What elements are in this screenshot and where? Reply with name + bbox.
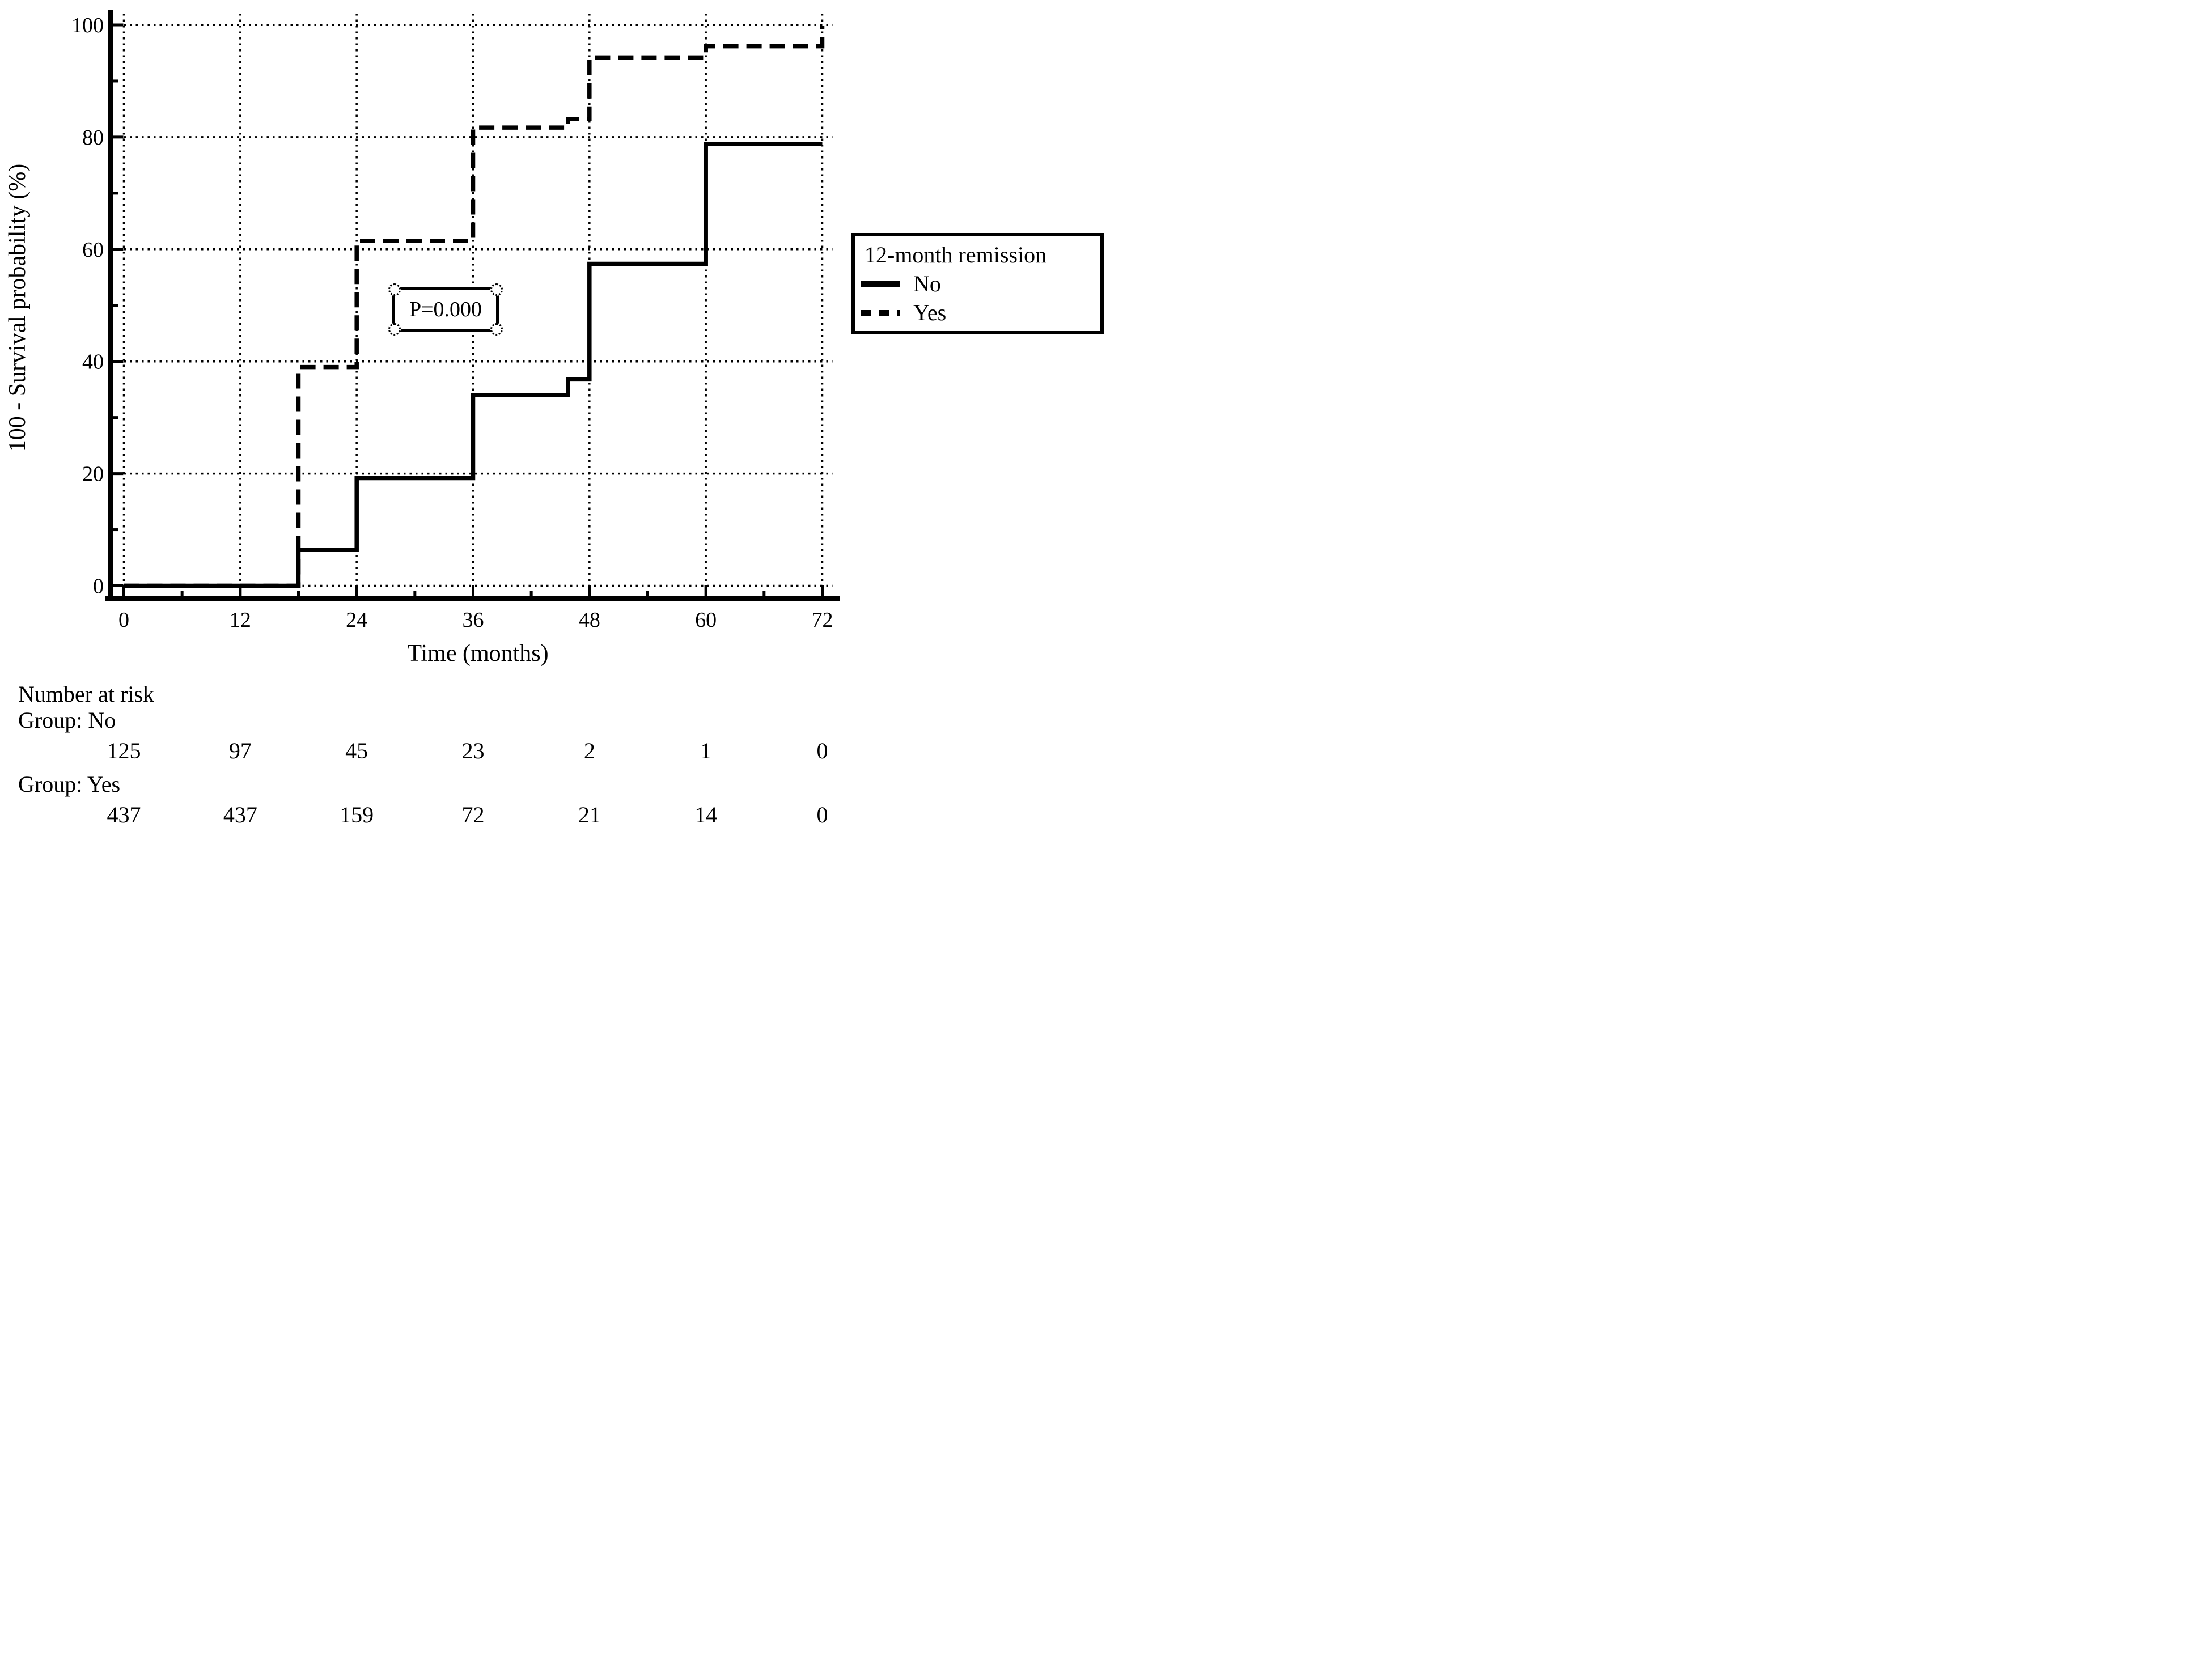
- risk-group-label-yes: Group: Yes: [18, 771, 121, 797]
- p-value-text: P=0.000: [409, 298, 482, 321]
- legend-label-no: No: [913, 271, 941, 296]
- x-tick-label: 0: [118, 608, 129, 632]
- risk-count: 97: [228, 738, 252, 763]
- risk-count: 23: [461, 738, 485, 763]
- risk-count: 21: [578, 802, 601, 828]
- series-yes-curve: [124, 26, 825, 588]
- risk-count: 159: [340, 802, 374, 828]
- risk-count: 0: [816, 802, 828, 828]
- survival-chart-figure: 0 20 40 60 80 100 0 12 24 36 48 60 72 Time (months) 10…: [0, 0, 1106, 828]
- risk-count: 0: [816, 738, 828, 763]
- legend-solid-line-sample: [861, 281, 900, 287]
- selection-handle[interactable]: [490, 283, 503, 296]
- legend-dashed-line-sample: [861, 310, 900, 316]
- x-tick-label: 12: [230, 608, 251, 632]
- y-tick-label: 60: [82, 238, 104, 262]
- selection-handle[interactable]: [388, 323, 401, 336]
- legend-entry-no: No: [861, 271, 941, 296]
- risk-count: 14: [694, 802, 718, 828]
- risk-table-heading: Number at risk: [18, 681, 154, 707]
- legend-entry-yes: Yes: [861, 300, 946, 325]
- y-tick-label: 40: [82, 350, 104, 374]
- risk-count: 437: [107, 802, 141, 828]
- p-value-annotation[interactable]: P=0.000: [388, 283, 503, 336]
- y-tick-label: 0: [93, 575, 104, 599]
- risk-group-label-no: Group: No: [18, 707, 116, 733]
- series-no-curve: [124, 142, 823, 588]
- risk-count: 72: [461, 802, 485, 828]
- y-tick-label: 80: [82, 126, 104, 150]
- risk-count: 45: [345, 738, 368, 763]
- x-tick-label: 36: [462, 608, 484, 632]
- survival-plot: 0 20 40 60 80 100 0 12 24 36 48 60 72 Time (months) 10…: [5, 10, 840, 667]
- legend: 12-month remission No Yes: [851, 233, 1104, 334]
- y-tick-label: 20: [82, 462, 104, 486]
- x-tick-label: 24: [346, 608, 367, 632]
- x-tick-label: 60: [695, 608, 717, 632]
- risk-count: 437: [223, 802, 257, 828]
- x-tick-label: 48: [579, 608, 600, 632]
- x-tick-label: 72: [811, 608, 833, 632]
- y-axis-title: 100 - Survival probability (%): [5, 164, 31, 452]
- legend-title: 12-month remission: [865, 242, 1047, 268]
- axis-ticks: [113, 23, 824, 596]
- axes: [105, 10, 840, 601]
- risk-count: 125: [107, 738, 141, 763]
- selection-handle[interactable]: [490, 323, 503, 336]
- risk-count: 2: [583, 738, 595, 763]
- selection-handle[interactable]: [388, 283, 401, 296]
- risk-count: 1: [700, 738, 712, 763]
- legend-label-yes: Yes: [913, 300, 947, 325]
- x-axis-title: Time (months): [407, 640, 548, 667]
- y-tick-label: 100: [71, 14, 104, 37]
- gridlines: [122, 14, 833, 596]
